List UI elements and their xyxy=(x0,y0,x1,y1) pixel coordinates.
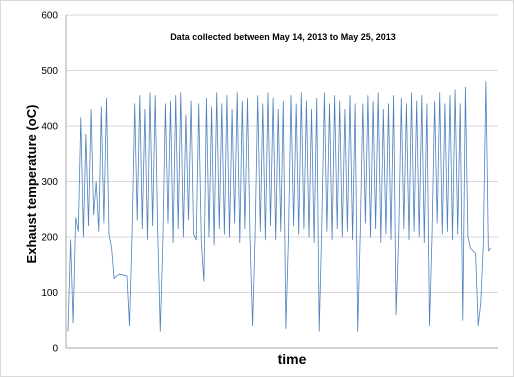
y-tick-label: 500 xyxy=(41,66,58,77)
y-tick-labels: 0 100 200 300 400 500 600 xyxy=(41,11,58,355)
x-axis-label: time xyxy=(278,351,307,367)
y-tick-label: 600 xyxy=(41,11,58,22)
chart-annotation: Data collected between May 14, 2013 to M… xyxy=(170,32,396,42)
series-line-exhaust-temperature xyxy=(67,81,492,332)
y-tick-label: 400 xyxy=(41,122,58,133)
y-tick-label: 300 xyxy=(41,177,58,188)
y-tick-label: 100 xyxy=(41,288,58,299)
y-tick-label: 200 xyxy=(41,233,58,244)
y-axis-label: Exhaust temperature (oC) xyxy=(24,105,39,264)
y-tick-label: 0 xyxy=(52,344,58,355)
